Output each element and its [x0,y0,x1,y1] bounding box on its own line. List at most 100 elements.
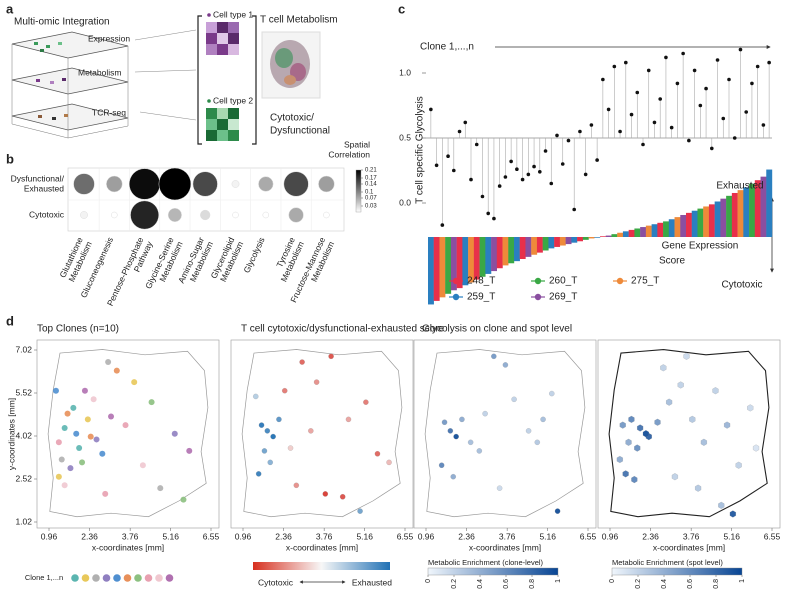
clone-spot [93,436,100,443]
x-tick-label: 2.36 [275,531,292,541]
bar [686,212,692,237]
bar [473,237,480,280]
lollipop-dot [750,81,754,86]
lollipop-dot [635,90,640,95]
lollipop-dot [767,60,771,65]
x-axis-label: x-coordinates [mm] [92,542,164,552]
annotation: Clone 1,...,n [420,42,474,53]
bar [548,237,555,249]
bar [525,237,532,257]
lollipop-dot [520,177,525,182]
x-axis-label: x-coordinates [mm] [286,542,358,552]
bar [628,229,635,237]
clone-spot [108,413,115,420]
map-title: Top Clones (n=10) [37,324,119,335]
spot [374,451,381,457]
y-tick-label: 7.02 [15,344,32,354]
lollipop-dot [738,47,743,52]
bubble [111,211,118,219]
spot [453,433,459,440]
lollipop-dot [664,55,668,60]
hex-spot [619,421,626,429]
clone-spot [102,490,109,497]
legend-label: 269_T [549,292,577,303]
x-tick-label: 5.16 [356,531,373,541]
panel-label: b [6,151,14,166]
x-tick-label: 6.55 [764,531,781,541]
bar [456,237,463,289]
bar [554,237,561,247]
spot [255,471,262,477]
clone-spot [84,416,91,423]
layer-dots [34,42,68,120]
cell-type-label: Cell type 2 [213,95,253,105]
annotation: Gene Expression [662,241,739,252]
spot [496,485,503,491]
bar [491,237,497,272]
clone-spot [81,387,88,394]
clone-spot [131,379,138,386]
lollipop-dot [474,142,479,147]
hex-spot [671,473,678,481]
spot [264,428,271,434]
clone-spot [99,450,106,457]
clone-spot [148,399,155,406]
lollipop-dot [543,149,548,153]
colorbar-tick-label: 0.03 [365,204,377,210]
bar [634,228,641,237]
lollipop-dot [457,129,462,134]
lollipop-dot [509,159,513,164]
clone-spot [61,424,68,431]
lollipop-dot [566,138,571,143]
bar [536,237,543,253]
x-tick-label: 6.55 [580,531,597,541]
lollipop-dot [555,133,559,138]
spot [549,390,555,397]
colorbar-title: Metabolic Enrichment (spot level) [612,558,723,567]
bar [502,237,509,266]
spot [447,428,454,434]
bar [743,187,750,237]
colorbar-tick-label: 0.21 [365,168,377,174]
colorbar [253,562,390,570]
lollipop-dot [710,146,714,151]
clone-spot [67,465,74,472]
bar [651,224,658,237]
lollipop-dot [624,60,628,65]
clone-spot [157,485,164,492]
bubble [232,211,239,219]
diagram: Multi-omic Integration Expression Metabo… [11,9,338,145]
bar [611,234,618,237]
y-tick-label: 5.52 [15,387,32,397]
bar [697,208,704,237]
lollipop-dot [698,103,703,108]
annotation: Exhausted [716,181,763,192]
colorbar-tick-label: 0.2 [635,579,642,589]
legend-marker [71,574,79,582]
bar [577,237,583,242]
panel-label: d [6,313,14,328]
bar [691,210,698,237]
legend-label: 275_T [631,276,659,287]
spot [502,362,509,368]
spot [491,353,497,360]
legend-marker [81,574,90,582]
y-tick-label: 0.0 [399,197,411,207]
lollipop-dot [589,123,594,127]
colorbar-tick-label: 0.8 [529,579,536,589]
lollipop-dot [560,162,565,166]
colorbar-title: Spatial [344,139,370,149]
tissue-icon [261,31,321,99]
bar [663,221,669,237]
x-tick-label: 6.55 [397,531,414,541]
colorbar-tick-label: 0.4 [661,579,668,589]
x-tick-label: 0.96 [418,531,435,541]
clone-spot [61,482,68,489]
lollipop-dot [440,223,445,227]
bar [749,183,755,237]
hex-spot [637,424,644,432]
bar [559,237,566,246]
bar [674,217,681,237]
bar [542,237,549,251]
clone-spot [76,445,83,452]
